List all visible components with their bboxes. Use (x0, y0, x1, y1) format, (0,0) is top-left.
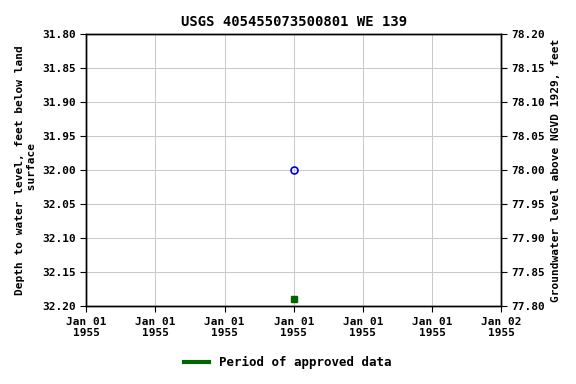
Y-axis label: Depth to water level, feet below land
 surface: Depth to water level, feet below land su… (15, 45, 37, 295)
Y-axis label: Groundwater level above NGVD 1929, feet: Groundwater level above NGVD 1929, feet (551, 39, 561, 302)
Title: USGS 405455073500801 WE 139: USGS 405455073500801 WE 139 (181, 15, 407, 29)
Legend: Period of approved data: Period of approved data (179, 351, 397, 374)
